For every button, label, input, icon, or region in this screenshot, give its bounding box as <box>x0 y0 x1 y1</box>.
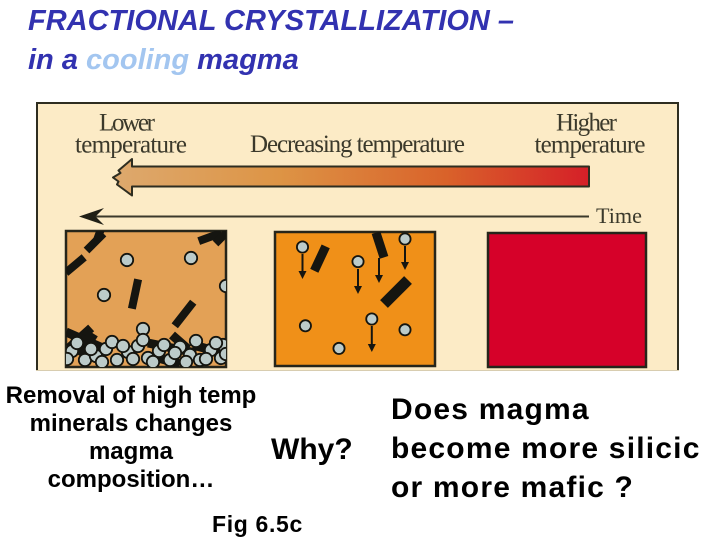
svg-text:temperature: temperature <box>535 132 646 159</box>
svg-text:temperature: temperature <box>75 132 187 159</box>
svg-text:Lower: Lower <box>99 110 156 137</box>
svg-text:Decreasing temperature: Decreasing temperature <box>250 131 465 158</box>
svg-text:Time: Time <box>596 203 642 228</box>
svg-text:Higher: Higher <box>556 110 618 137</box>
